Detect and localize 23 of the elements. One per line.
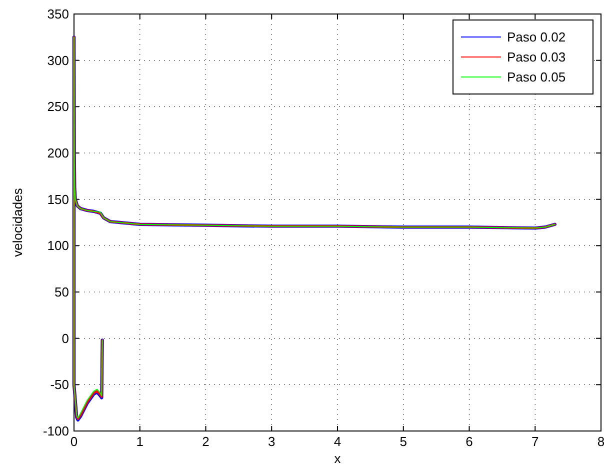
x-tick-label: 4 <box>334 434 342 449</box>
legend-label: Paso 0.03 <box>507 50 566 65</box>
y-tick-label: 0 <box>62 330 69 346</box>
x-tick-label: 5 <box>400 434 407 449</box>
x-tick-label: 3 <box>268 434 276 449</box>
y-tick-label: 350 <box>47 6 69 22</box>
y-axis-title: velocidades <box>10 188 25 257</box>
y-tick-label: 250 <box>47 99 69 114</box>
legend-label: Paso 0.05 <box>507 70 566 85</box>
y-tick-label: -100 <box>42 424 69 439</box>
y-tick-label: -50 <box>50 377 69 392</box>
y-tick-label: 300 <box>47 52 69 68</box>
x-tick-label: 1 <box>136 434 144 449</box>
x-tick-label: 8 <box>597 434 604 449</box>
legend-label: Paso 0.02 <box>507 30 566 45</box>
y-tick-label: 150 <box>47 192 69 207</box>
y-tick-label: 50 <box>54 284 69 300</box>
x-tick-label: 2 <box>202 434 210 449</box>
x-tick-label: 6 <box>466 434 473 449</box>
x-tick-label: 7 <box>532 434 539 449</box>
y-tick-label: 100 <box>47 238 69 254</box>
x-axis-title: x <box>334 451 342 466</box>
y-tick-label: 200 <box>47 146 69 161</box>
